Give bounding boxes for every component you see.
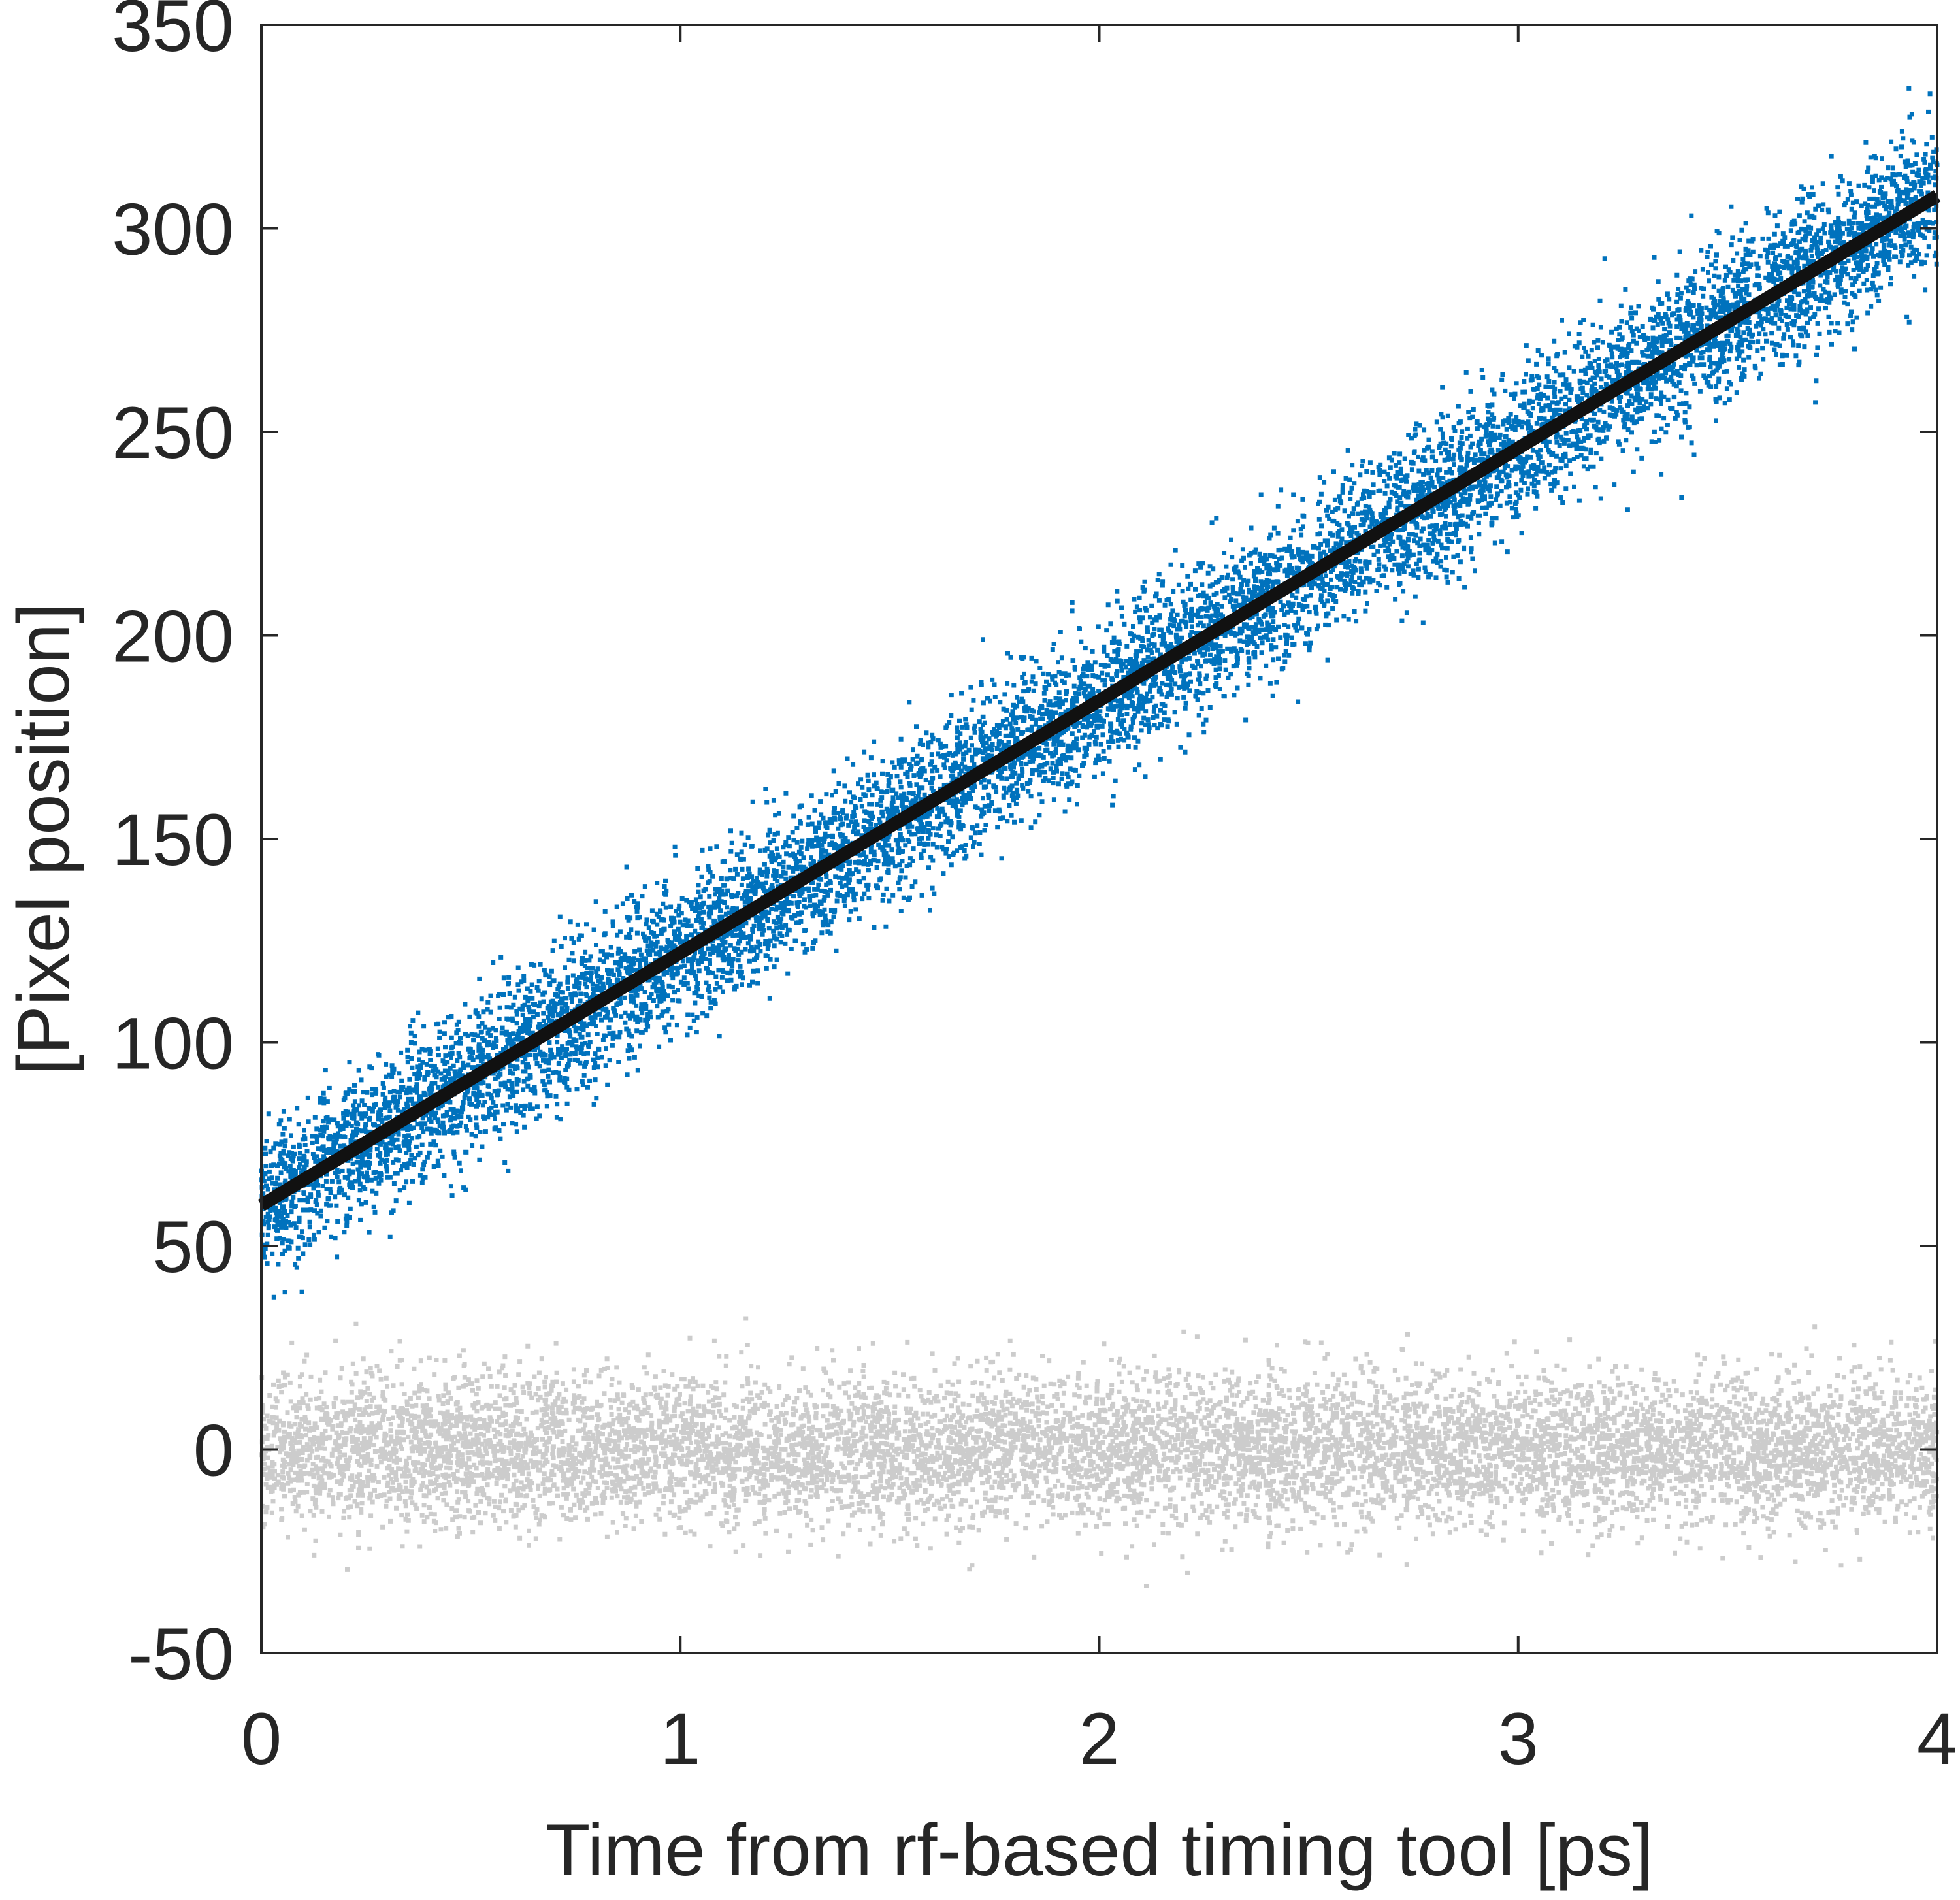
x-tick-label: 3 (1498, 1698, 1539, 1780)
y-axis-ticks: -50 0 50 100 150 200 250 300 350 (112, 0, 1937, 1695)
y-tick-label: 300 (112, 189, 234, 270)
reference-points-cloud (259, 1316, 1940, 1588)
y-tick-label: -50 (128, 1613, 234, 1695)
y-tick-label: 100 (112, 1003, 234, 1085)
y-tick-label: 150 (112, 799, 234, 881)
x-tick-label: 1 (660, 1698, 700, 1780)
x-axis-ticks: 0 1 2 3 4 (241, 25, 1957, 1780)
fit-line-group (257, 190, 1941, 1211)
x-axis-label: Time from rf-based timing tool [ps] (546, 1809, 1653, 1891)
measured-points-cloud (259, 86, 1940, 1300)
y-tick-label: 350 (112, 0, 234, 67)
measured-points (259, 86, 1940, 1300)
fit-line (257, 190, 1941, 1211)
x-tick-label: 0 (241, 1698, 282, 1780)
y-tick-label: 200 (112, 596, 234, 678)
y-axis-label: [Pixel position] (3, 603, 84, 1075)
reference-points (259, 1316, 1940, 1588)
x-tick-label: 2 (1079, 1698, 1119, 1780)
x-tick-label: 4 (1917, 1698, 1957, 1780)
y-tick-label: 0 (193, 1410, 234, 1492)
y-tick-label: 50 (152, 1206, 234, 1288)
y-tick-label: 250 (112, 392, 234, 474)
